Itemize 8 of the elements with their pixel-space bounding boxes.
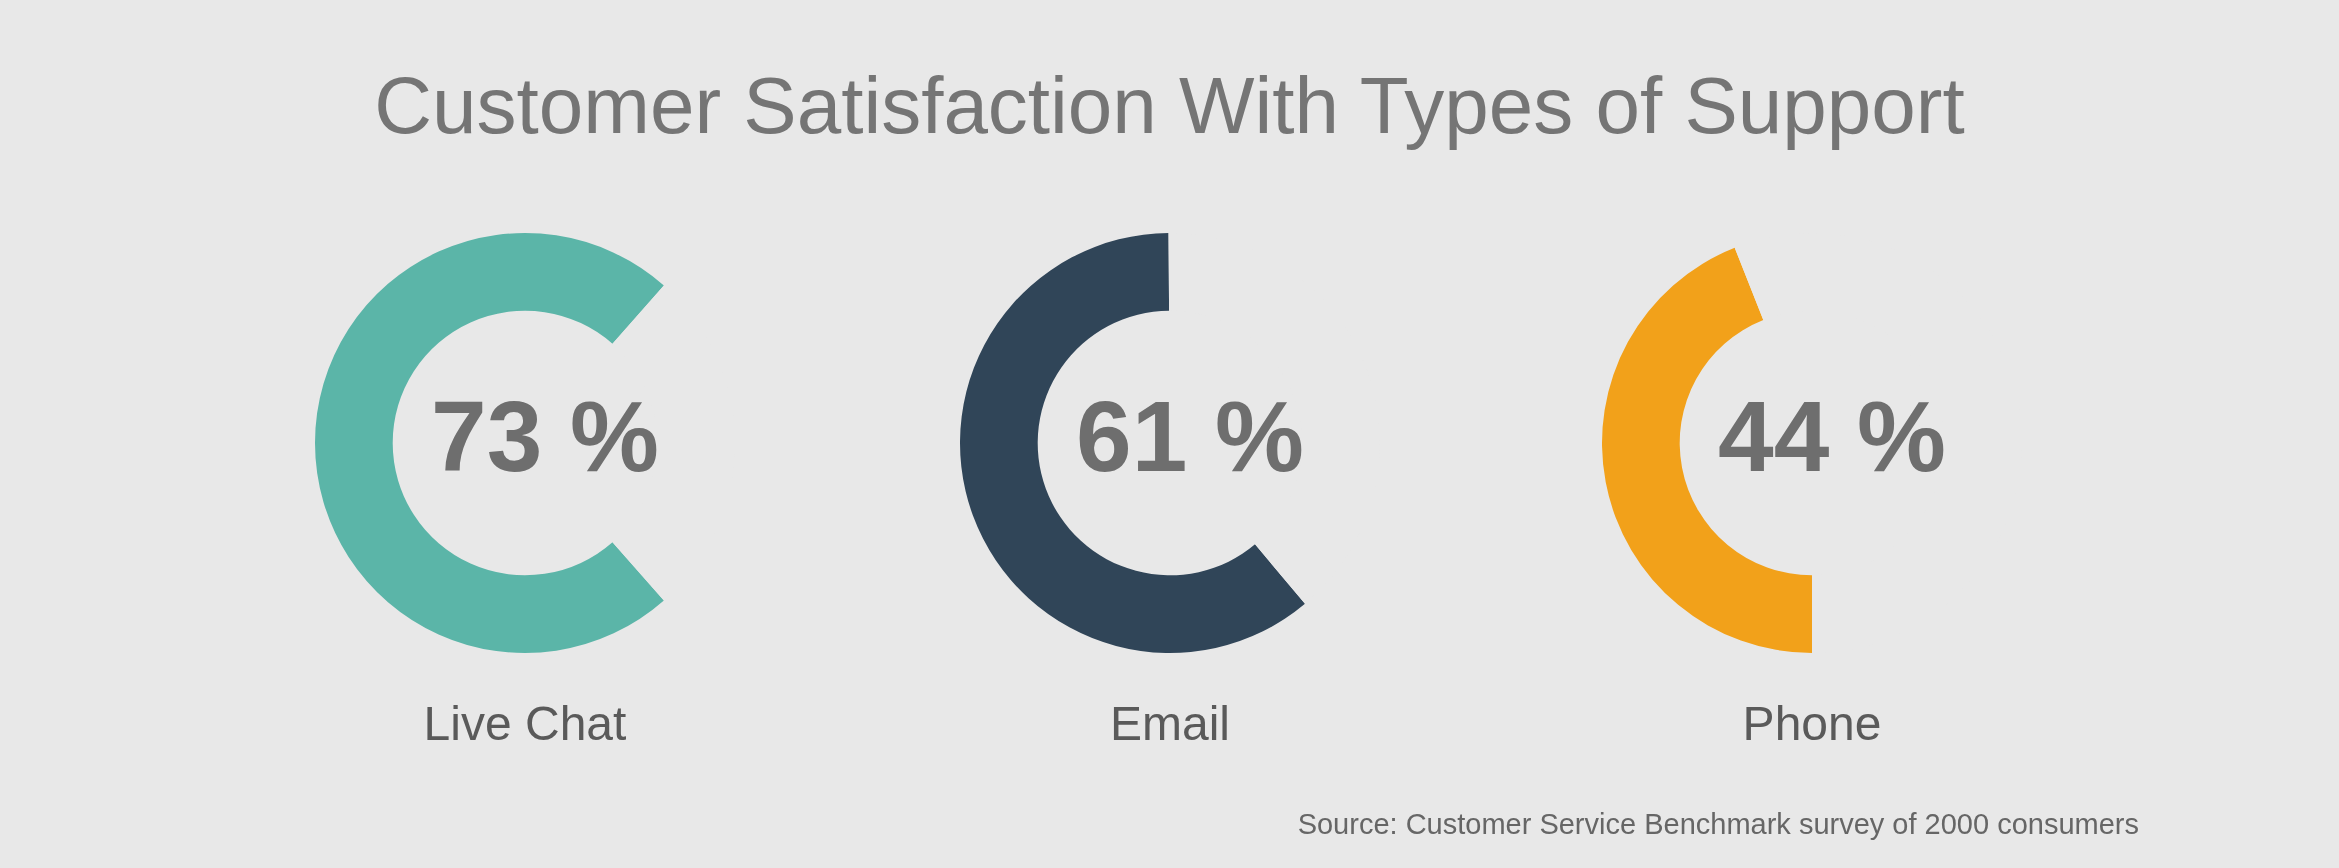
text: 44 % <box>1718 379 1946 492</box>
text: Customer Satisfaction With Types of Support <box>373 60 1966 152</box>
slice-label: Live Chat <box>423 697 627 751</box>
text: 61 % <box>1076 379 1304 492</box>
slice-label: Phone <box>1742 697 1882 751</box>
text: 73 % <box>431 379 659 492</box>
slice-label: Email <box>1109 697 1231 751</box>
source-note: Source: Customer Service Benchmark survey of 2000 consumers <box>1297 808 2139 841</box>
